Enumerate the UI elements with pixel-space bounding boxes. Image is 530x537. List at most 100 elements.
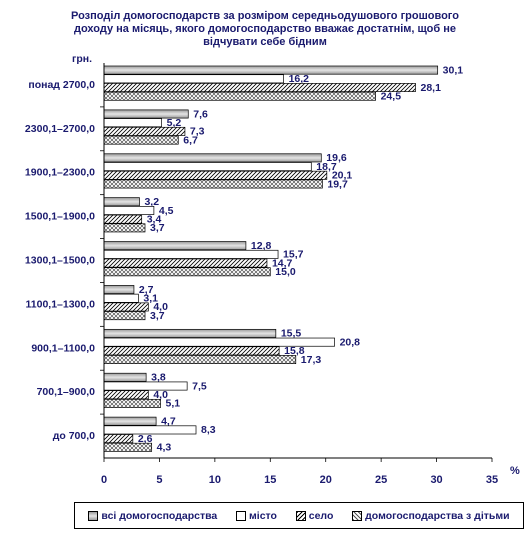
bar-село-3 bbox=[103, 214, 143, 224]
category-label-8: до 700,0 bbox=[53, 430, 95, 442]
data-label-село-5: 4,0 bbox=[153, 301, 168, 313]
x-tick-label-6: 30 bbox=[430, 474, 442, 486]
bar-всі-домогосподарства-5 bbox=[103, 285, 135, 294]
bar-домогосподарства-з-дітьми-0 bbox=[103, 91, 376, 101]
legend: всі домогосподарства місто село домогосп… bbox=[74, 502, 524, 529]
bar-домогосподарства-з-дітьми-8 bbox=[103, 442, 153, 452]
data-label-домогосподарства-з-дітьми-6: 17,3 bbox=[301, 354, 322, 366]
data-label-всі-домогосподарства-4: 12,8 bbox=[251, 240, 272, 252]
bar-село-7 bbox=[103, 390, 149, 400]
data-label-місто-8: 8,3 bbox=[201, 424, 216, 436]
data-label-місто-6: 20,8 bbox=[340, 336, 361, 348]
data-label-село-1: 7,3 bbox=[190, 126, 205, 138]
category-label-3: 1500,1–1900,0 bbox=[25, 211, 95, 223]
category-label-5: 1100,1–1300,0 bbox=[26, 298, 96, 310]
bar-село-1 bbox=[103, 126, 186, 136]
x-tick-label-3: 15 bbox=[264, 474, 276, 486]
legend-swatch-with-children bbox=[352, 510, 363, 521]
bar-всі-домогосподарства-7 bbox=[103, 372, 147, 382]
bar-домогосподарства-з-дітьми-2 bbox=[103, 179, 323, 189]
bar-всі-домогосподарства-6 bbox=[103, 328, 277, 338]
data-label-місто-1: 5,2 bbox=[167, 117, 182, 129]
data-label-домогосподарства-з-дітьми-2: 19,7 bbox=[327, 178, 348, 190]
bar-село-5 bbox=[103, 302, 149, 312]
data-label-місто-0: 16,2 bbox=[289, 73, 310, 85]
data-label-село-2: 20,1 bbox=[332, 170, 353, 182]
legend-label: село bbox=[308, 509, 334, 522]
data-label-всі-домогосподарства-0: 30,1 bbox=[443, 64, 464, 76]
x-tick-label-1: 5 bbox=[156, 474, 162, 486]
data-label-село-6: 15,8 bbox=[284, 345, 305, 357]
category-label-0: понад 2700,0 bbox=[28, 79, 95, 91]
legend-label: всі домогосподарства bbox=[101, 509, 218, 522]
data-label-всі-домогосподарства-6: 15,5 bbox=[281, 328, 302, 340]
bar-всі-домогосподарства-0 bbox=[103, 65, 439, 75]
bar-chart: 30,1 16,2 28,1 24,5 понад 2700,0 7,6 5,2 7,36,7… bbox=[25, 53, 520, 486]
bar-село-6 bbox=[103, 346, 280, 356]
bar-домогосподарства-з-дітьми-1 bbox=[103, 135, 179, 145]
data-label-місто-2: 18,7 bbox=[316, 161, 337, 173]
data-label-село-0: 28,1 bbox=[421, 82, 442, 94]
bar-домогосподарства-з-дітьми-3 bbox=[103, 223, 146, 233]
bar-місто-5 bbox=[103, 293, 139, 303]
bar-домогосподарства-з-дітьми-4 bbox=[103, 267, 271, 277]
legend-label: місто bbox=[249, 509, 277, 522]
legend-item-village: село bbox=[295, 509, 334, 522]
plot-area: 30,1 16,2 28,1 24,5 понад 2700,0 7,6 5,2 7,36,7… bbox=[25, 63, 498, 486]
legend-label: домогосподарства з дітьми bbox=[365, 509, 510, 522]
bar-всі-домогосподарства-3 bbox=[103, 197, 140, 207]
data-label-село-4: 14,7 bbox=[272, 257, 293, 269]
data-label-місто-4: 15,7 bbox=[283, 249, 304, 261]
data-label-домогосподарства-з-дітьми-3: 3,7 bbox=[150, 222, 165, 234]
category-label-6: 900,1–1100,0 bbox=[31, 342, 95, 354]
bar-всі-домогосподарства-8 bbox=[103, 416, 157, 426]
data-label-домогосподарства-з-дітьми-0: 24,5 bbox=[381, 91, 402, 103]
bar-домогосподарства-з-дітьми-7 bbox=[103, 398, 161, 408]
legend-item-city: місто bbox=[236, 510, 277, 522]
category-label-4: 1300,1–1500,0 bbox=[25, 255, 95, 267]
x-tick-label-4: 20 bbox=[320, 474, 332, 486]
legend-swatch-city bbox=[236, 510, 247, 521]
data-label-домогосподарства-з-дітьми-7: 5,1 bbox=[166, 398, 181, 410]
data-label-всі-домогосподарства-3: 3,2 bbox=[144, 196, 159, 208]
data-label-село-3: 3,4 bbox=[147, 213, 162, 225]
data-label-всі-домогосподарства-5: 2,7 bbox=[139, 284, 154, 296]
x-axis-unit-label: % bbox=[510, 465, 520, 477]
chart-title: Розподіл домогосподарств за розміром сер… bbox=[71, 10, 459, 48]
data-label-село-7: 4,0 bbox=[153, 389, 168, 401]
bar-місто-7 bbox=[103, 381, 188, 391]
legend-swatch-all-households bbox=[88, 510, 99, 521]
legend-item-with-children: домогосподарства з дітьми bbox=[352, 509, 510, 522]
data-label-домогосподарства-з-дітьми-4: 15,0 bbox=[275, 266, 296, 278]
data-label-місто-5: 3,1 bbox=[143, 293, 158, 305]
bar-місто-0 bbox=[103, 74, 284, 84]
legend-item-all-households: всі домогосподарства bbox=[88, 510, 217, 522]
bar-домогосподарства-з-дітьми-5 bbox=[103, 311, 146, 321]
x-tick-label-7: 35 bbox=[486, 474, 498, 486]
data-label-домогосподарства-з-дітьми-5: 3,7 bbox=[150, 310, 165, 322]
data-label-домогосподарства-з-дітьми-1: 6,7 bbox=[183, 134, 198, 146]
bar-село-8 bbox=[103, 434, 134, 444]
category-label-1: 2300,1–2700,0 bbox=[25, 123, 95, 135]
data-label-всі-домогосподарства-7: 3,8 bbox=[151, 372, 166, 384]
data-label-домогосподарства-з-дітьми-8: 4,3 bbox=[157, 442, 172, 454]
category-label-7: 700,1–900,0 bbox=[37, 386, 96, 398]
category-label-2: 1900,1–2300,0 bbox=[25, 167, 95, 179]
bar-всі-домогосподарства-2 bbox=[103, 153, 322, 163]
bar-село-4 bbox=[103, 258, 268, 268]
data-label-всі-домогосподарства-1: 7,6 bbox=[193, 108, 208, 120]
data-label-місто-3: 4,5 bbox=[159, 205, 174, 217]
data-label-всі-домогосподарства-2: 19,6 bbox=[326, 152, 347, 164]
bar-село-0 bbox=[103, 83, 416, 92]
y-axis-unit-label: грн. bbox=[72, 53, 92, 65]
bar-місто-4 bbox=[103, 249, 279, 259]
data-label-село-8: 2,6 bbox=[138, 433, 153, 445]
bar-місто-2 bbox=[103, 162, 312, 172]
bar-село-2 bbox=[103, 170, 328, 180]
data-label-місто-7: 7,5 bbox=[192, 380, 207, 392]
x-tick-label-2: 10 bbox=[209, 474, 221, 486]
bar-домогосподарства-з-дітьми-6 bbox=[103, 355, 297, 364]
x-tick-label-5: 25 bbox=[375, 474, 387, 486]
x-tick-label-0: 0 bbox=[101, 474, 107, 486]
legend-swatch-village bbox=[295, 510, 306, 521]
